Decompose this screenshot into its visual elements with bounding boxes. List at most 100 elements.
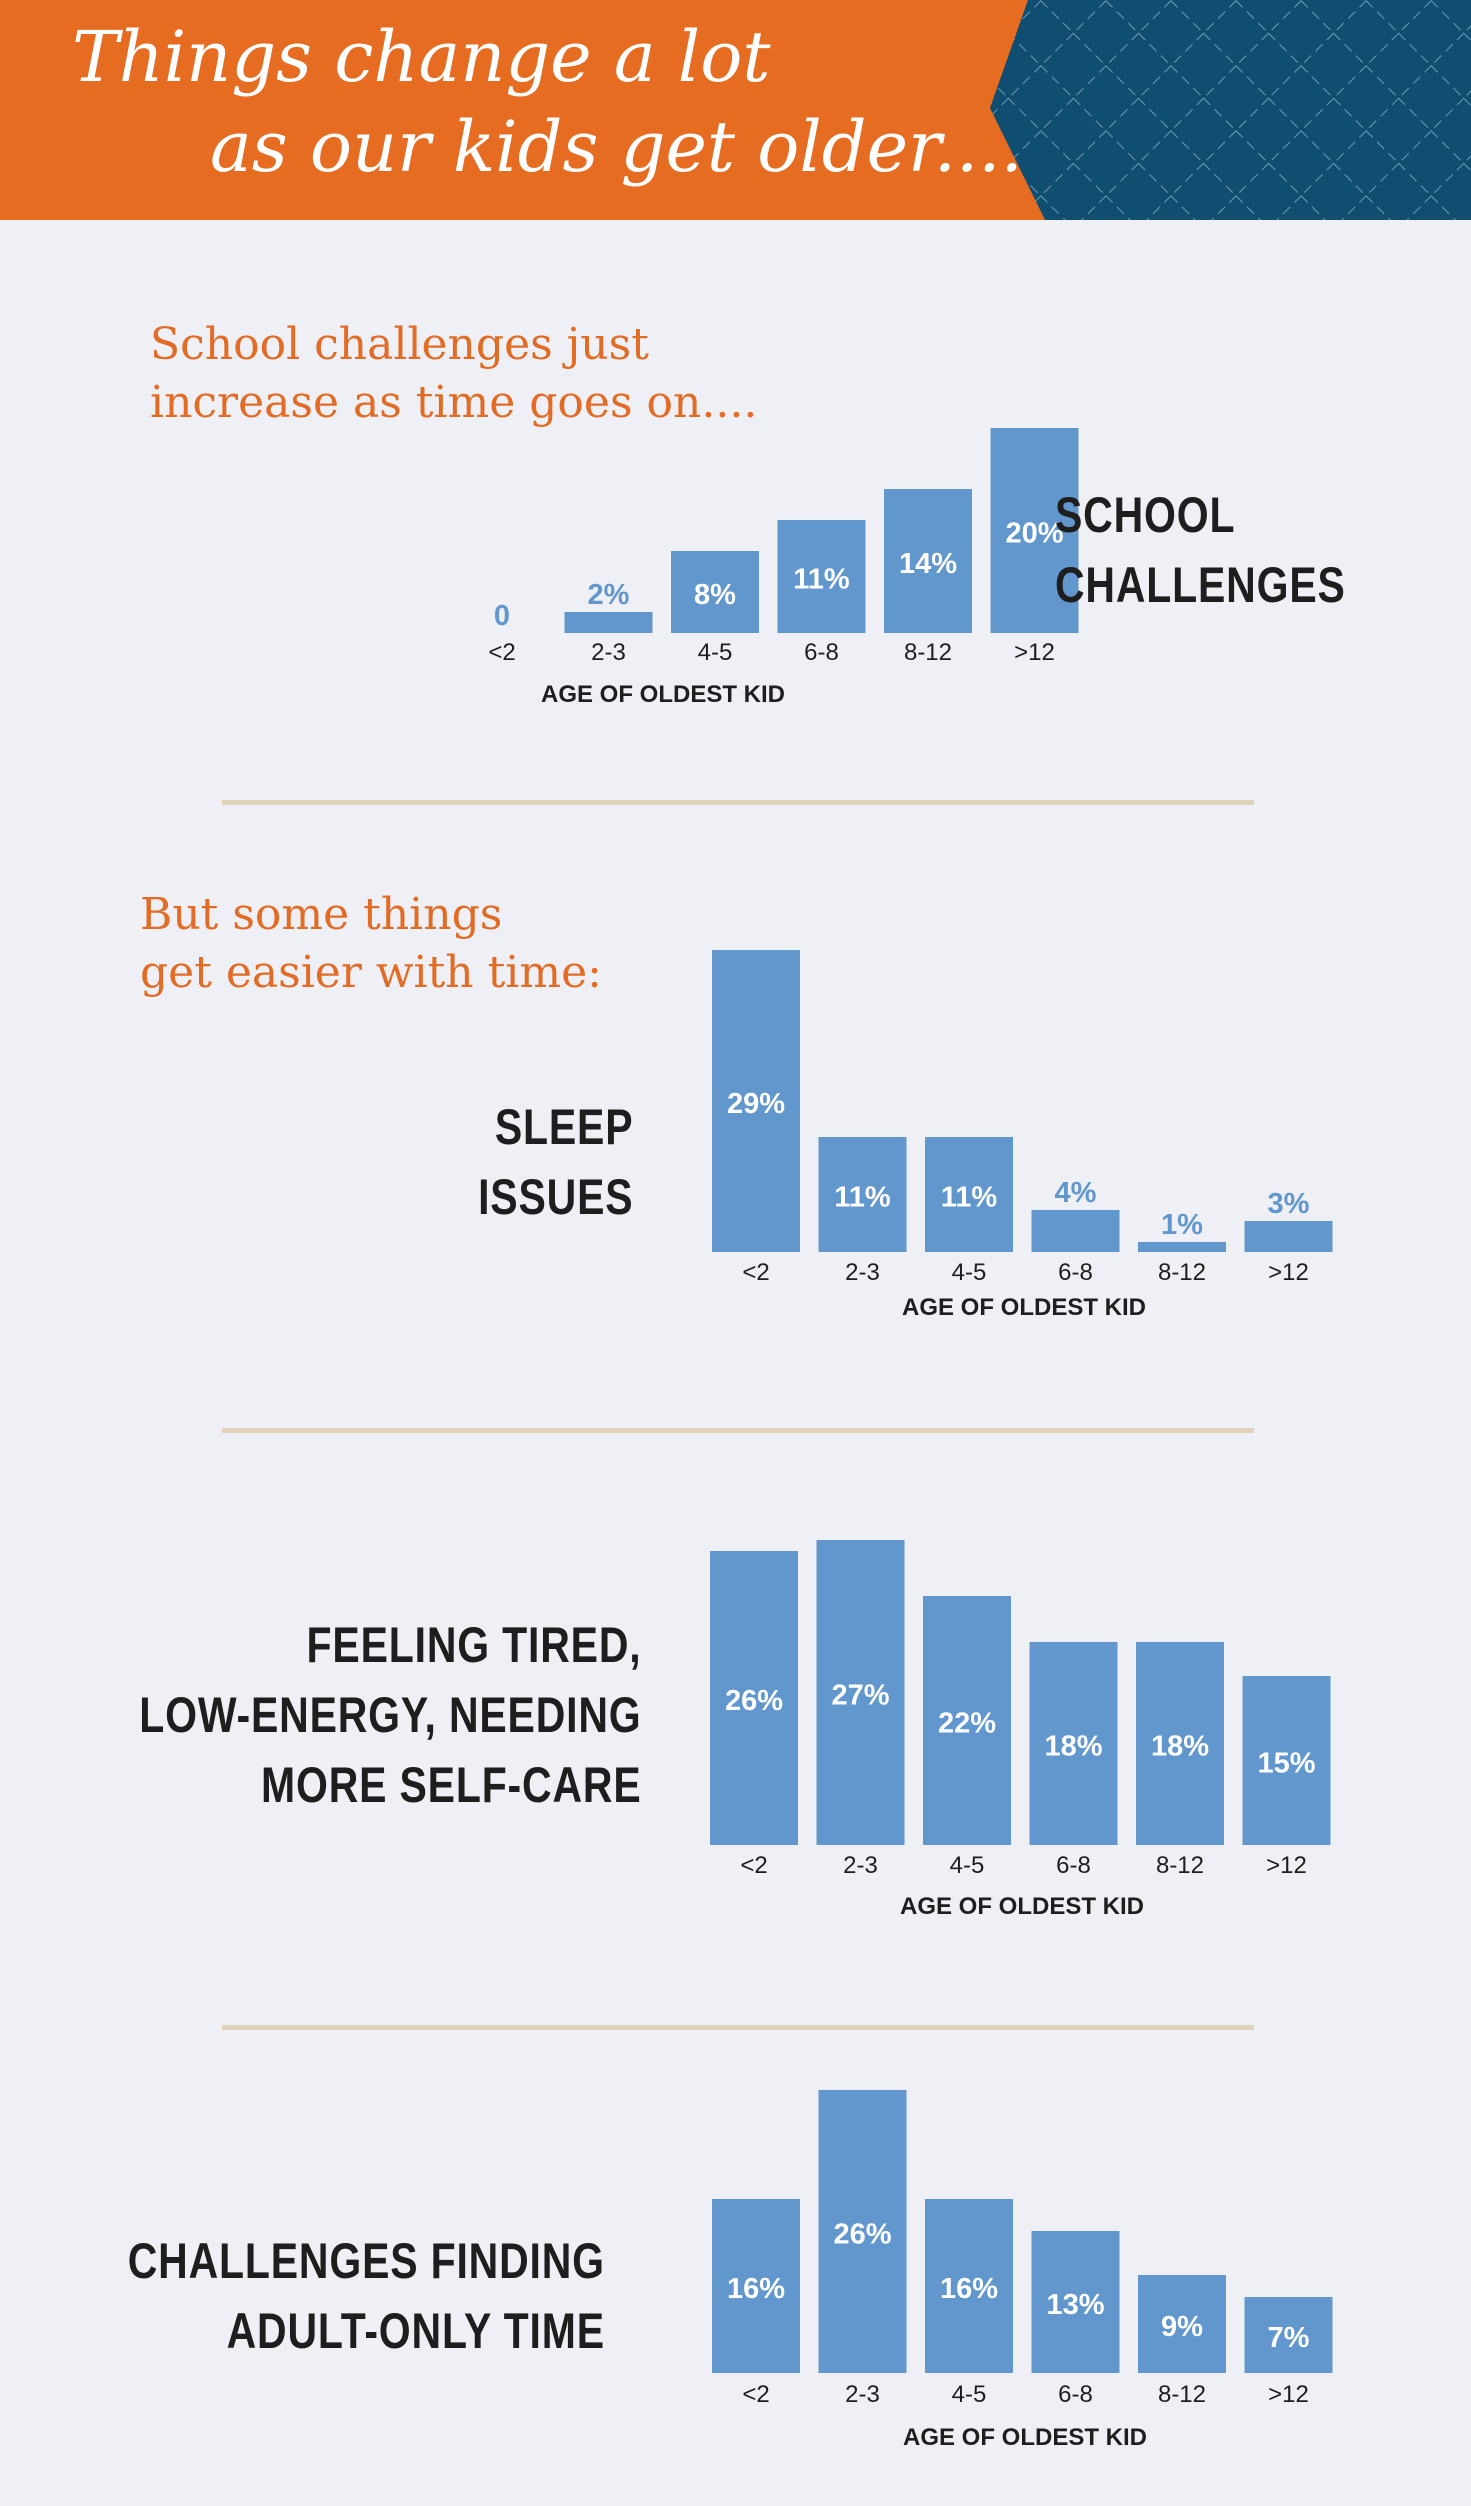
school-bar-2	[671, 551, 759, 633]
sleep-bar-3	[1031, 1210, 1120, 1252]
sleep-value-label-0: 29%	[727, 1088, 785, 1120]
school-chart-svg: 0 <2 2% 2-3 8% 4-5 11% 6-8 14% 8-12 20% >12 AGE OF O…	[488, 428, 1079, 708]
sleep-tick-label-4: 8-12	[1158, 1259, 1206, 1286]
adult-tick-label-2: 4-5	[952, 2381, 987, 2408]
sleep-value-label-5: 3%	[1268, 1188, 1310, 1220]
divider-1	[222, 800, 1254, 805]
school-subtitle-line-2: increase as time goes on....	[150, 377, 758, 428]
sleep-value-label-4: 1%	[1161, 1209, 1203, 1241]
tired-tick-label-0: <2	[740, 1852, 767, 1879]
school-chart: 0 <2 2% 2-3 8% 4-5 11% 6-8 14% 8-12 20% >12 AGE OF O…	[370, 420, 1079, 720]
adult-value-label-0: 16%	[727, 2273, 785, 2305]
sleep-bar-1	[818, 1137, 907, 1252]
adult-tick-label-5: >12	[1268, 2381, 1309, 2408]
school-bar-3	[777, 520, 866, 633]
adult-axis-label: AGE OF OLDEST KID	[903, 2424, 1147, 2451]
tired-value-label-5: 15%	[1257, 1748, 1315, 1780]
tired-axis-label: AGE OF OLDEST KID	[900, 1893, 1144, 1920]
sleep-subtitle-line-1: But some things	[140, 889, 503, 940]
tired-bar-4	[1136, 1642, 1224, 1845]
school-value-label-3: 11%	[793, 564, 850, 596]
sleep-tick-label-3: 6-8	[1058, 1259, 1093, 1286]
adult-label: CHALLENGES FINDING ADULT-ONLY TIME	[128, 2226, 605, 2366]
tired-label-line-3: MORE SELF-CARE	[260, 1757, 641, 1813]
tired-tick-label-4: 8-12	[1156, 1852, 1204, 1879]
school-value-label-4: 14%	[899, 548, 957, 580]
adult-value-label-3: 13%	[1046, 2289, 1104, 2321]
adult-bar-5	[1244, 2297, 1333, 2373]
adult-value-label-1: 26%	[833, 2219, 891, 2251]
adult-tick-label-1: 2-3	[845, 2381, 880, 2408]
adult-bar-2	[925, 2199, 1013, 2373]
adult-value-label-4: 9%	[1161, 2311, 1203, 2343]
school-tick-label-0: <2	[488, 639, 515, 666]
title-line-2: as our kids get older....	[210, 106, 1023, 188]
sleep-value-label-1: 11%	[834, 1182, 891, 1214]
tired-bar-2	[923, 1596, 1011, 1845]
tired-tick-label-5: >12	[1266, 1852, 1307, 1879]
tired-chart-svg: 26% <2 27% 2-3 22% 4-5 18% 6-8 18% 8-12 15% >12 AGE …	[710, 1540, 1331, 1920]
school-value-label-1: 2%	[588, 579, 630, 611]
school-value-label-0: 0	[494, 600, 510, 632]
sleep-bar-0	[712, 950, 800, 1252]
sleep-bar-5	[1244, 1221, 1333, 1252]
sleep-bar-4	[1138, 1242, 1226, 1252]
sleep-label-line-2: ISSUES	[477, 1169, 633, 1225]
sleep-chart: 29% <2 11% 2-3 11% 4-5 4% 6-8 1% 8-12 3% >12 AGE OF …	[705, 940, 1345, 1340]
school-tick-label-3: 6-8	[804, 639, 839, 666]
school-label-line-1: SCHOOL	[1055, 487, 1236, 543]
adult-label-line-1: CHALLENGES FINDING	[127, 2233, 605, 2289]
sleep-tick-label-2: 4-5	[952, 1259, 987, 1286]
school-subtitle-line-1: School challenges just	[150, 319, 649, 370]
tired-bar-3	[1029, 1642, 1118, 1845]
tired-value-label-2: 22%	[938, 1708, 996, 1740]
tired-tick-label-3: 6-8	[1056, 1852, 1091, 1879]
adult-tick-label-4: 8-12	[1158, 2381, 1206, 2408]
header-graphic	[0, 0, 1471, 220]
school-tick-label-2: 4-5	[698, 639, 733, 666]
sleep-bar-2	[925, 1137, 1013, 1252]
tired-chart: 26% <2 27% 2-3 22% 4-5 18% 6-8 18% 8-12 15% >12 AGE …	[705, 1540, 1345, 1940]
tired-tick-label-1: 2-3	[843, 1852, 878, 1879]
adult-chart-svg: 16% <2 26% 2-3 16% 4-5 13% 6-8 9% 8-12 7% >12 AGE OF…	[712, 2090, 1333, 2451]
sleep-value-label-3: 4%	[1055, 1177, 1097, 1209]
tired-bar-1	[816, 1540, 905, 1845]
sleep-label: SLEEP ISSUES	[478, 1092, 633, 1232]
sleep-tick-label-5: >12	[1268, 1259, 1309, 1286]
sleep-value-label-2: 11%	[941, 1182, 998, 1214]
tired-label-line-2: LOW-ENERGY, NEEDING	[138, 1687, 641, 1743]
header-banner: Things change a lot as our kids get olde…	[0, 0, 1471, 220]
sleep-subtitle-line-2: get easier with time:	[140, 947, 602, 998]
divider-3	[222, 2025, 1254, 2030]
sleep-label-line-1: SLEEP	[494, 1099, 633, 1155]
tired-value-label-1: 27%	[831, 1680, 889, 1712]
adult-label-line-2: ADULT-ONLY TIME	[226, 2303, 605, 2359]
tired-bar-5	[1242, 1676, 1331, 1845]
divider-2	[222, 1428, 1254, 1433]
tired-label: FEELING TIRED, LOW-ENERGY, NEEDING MORE …	[139, 1610, 641, 1820]
school-tick-label-4: 8-12	[904, 639, 952, 666]
adult-bar-1	[818, 2090, 907, 2373]
tired-value-label-3: 18%	[1044, 1731, 1102, 1763]
tired-bar-0	[710, 1551, 798, 1845]
sleep-tick-label-0: <2	[742, 1259, 769, 1286]
tired-tick-label-2: 4-5	[950, 1852, 985, 1879]
sleep-axis-label: AGE OF OLDEST KID	[902, 1294, 1146, 1321]
school-axis-label: AGE OF OLDEST KID	[541, 681, 785, 708]
adult-bar-4	[1138, 2275, 1226, 2373]
adult-bar-3	[1031, 2231, 1120, 2373]
adult-value-label-5: 7%	[1268, 2322, 1310, 2354]
school-value-label-2: 8%	[694, 579, 736, 611]
school-label-line-2: CHALLENGES	[1055, 557, 1346, 613]
school-bar-5	[990, 428, 1079, 633]
tired-label-line-1: FEELING TIRED,	[306, 1617, 641, 1673]
lattice-pattern	[980, 0, 1471, 220]
adult-value-label-2: 16%	[940, 2273, 998, 2305]
school-bar-1	[564, 612, 653, 633]
orange-banner	[0, 0, 1045, 220]
school-tick-label-1: 2-3	[591, 639, 626, 666]
school-label: SCHOOL CHALLENGES	[1055, 480, 1346, 620]
school-tick-label-5: >12	[1014, 639, 1055, 666]
adult-tick-label-3: 6-8	[1058, 2381, 1093, 2408]
school-bar-4	[884, 489, 972, 633]
